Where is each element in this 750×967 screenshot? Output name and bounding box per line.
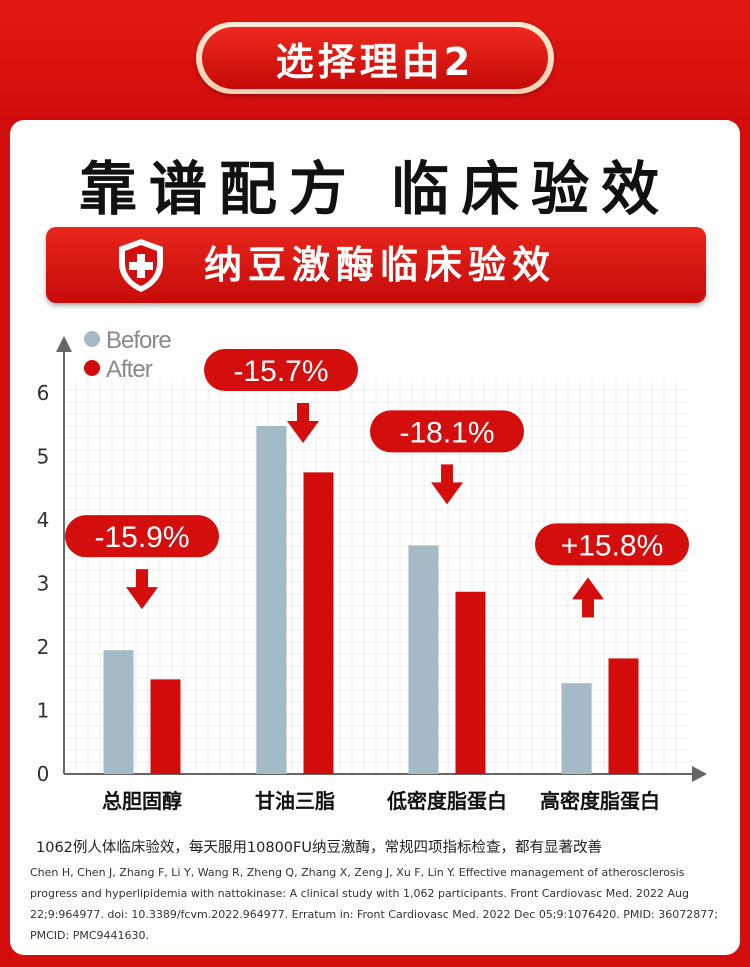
change-badge-label: +15.8% (561, 529, 664, 562)
y-tick-label: 5 (37, 445, 50, 469)
reason-badge: 选择理由2 (196, 22, 554, 94)
change-badge-label: -18.1% (399, 416, 494, 449)
change-badge-label: -15.9% (94, 521, 189, 554)
legend-swatch-after (84, 360, 100, 376)
arrow-down-icon (431, 464, 463, 505)
content-card: 靠谱配方 临床验效 纳豆激酶临床验效 0 1 2 3 4 5 6 Before After 总胆固… (10, 120, 740, 955)
y-tick-label: 6 (37, 381, 50, 405)
change-badge-label: -15.7% (233, 355, 328, 388)
sub-banner-title: 纳豆激酶临床验效 (204, 243, 557, 287)
bar-before (408, 545, 439, 774)
y-axis-arrow (56, 336, 72, 352)
bar-after (455, 591, 486, 774)
legend-label-before: Before (106, 327, 171, 354)
shield-cross-icon (119, 239, 163, 292)
change-badge (535, 523, 689, 566)
arrow-down-icon (126, 569, 158, 610)
headline: 靠谱配方 临床验效 (78, 155, 672, 223)
x-axis-arrow (692, 766, 707, 782)
bar-before (256, 426, 287, 774)
change-badge (370, 410, 524, 453)
x-tick-label: 低密度脂蛋白 (386, 789, 507, 813)
y-tick-label: 4 (37, 508, 50, 532)
y-tick-label: 0 (37, 762, 50, 786)
legend-swatch-before (84, 331, 100, 347)
top-banner: 选择理由2 (0, 0, 750, 120)
arrow-up-icon (572, 577, 604, 618)
footnote-reference: Chen H, Chen J, Zhang F, Li Y, Wang R, Z… (30, 866, 718, 942)
y-tick-label: 2 (37, 635, 50, 659)
y-tick-label: 3 (37, 572, 50, 596)
reason-label: 选择理由2 (202, 27, 548, 89)
x-tick-label: 甘油三脂 (255, 789, 335, 813)
x-tick-label: 总胆固醇 (102, 789, 182, 813)
footnote-main: 1062例人体临床验效，每天服用10800FU纳豆激酶，常规四项指标检查，都有显… (36, 840, 602, 856)
bar-after (303, 472, 334, 774)
bar-before (103, 650, 134, 774)
bar-after (150, 679, 181, 774)
change-badge (204, 349, 358, 392)
legend-label-after: After (106, 356, 153, 383)
arrow-down-icon (287, 403, 319, 444)
bar-after (608, 658, 639, 774)
y-tick-label: 1 (37, 699, 50, 723)
x-tick-label: 高密度脂蛋白 (540, 789, 660, 813)
bar-before (561, 683, 592, 774)
sub-banner: 纳豆激酶临床验效 (46, 227, 706, 303)
change-badge (65, 515, 219, 558)
